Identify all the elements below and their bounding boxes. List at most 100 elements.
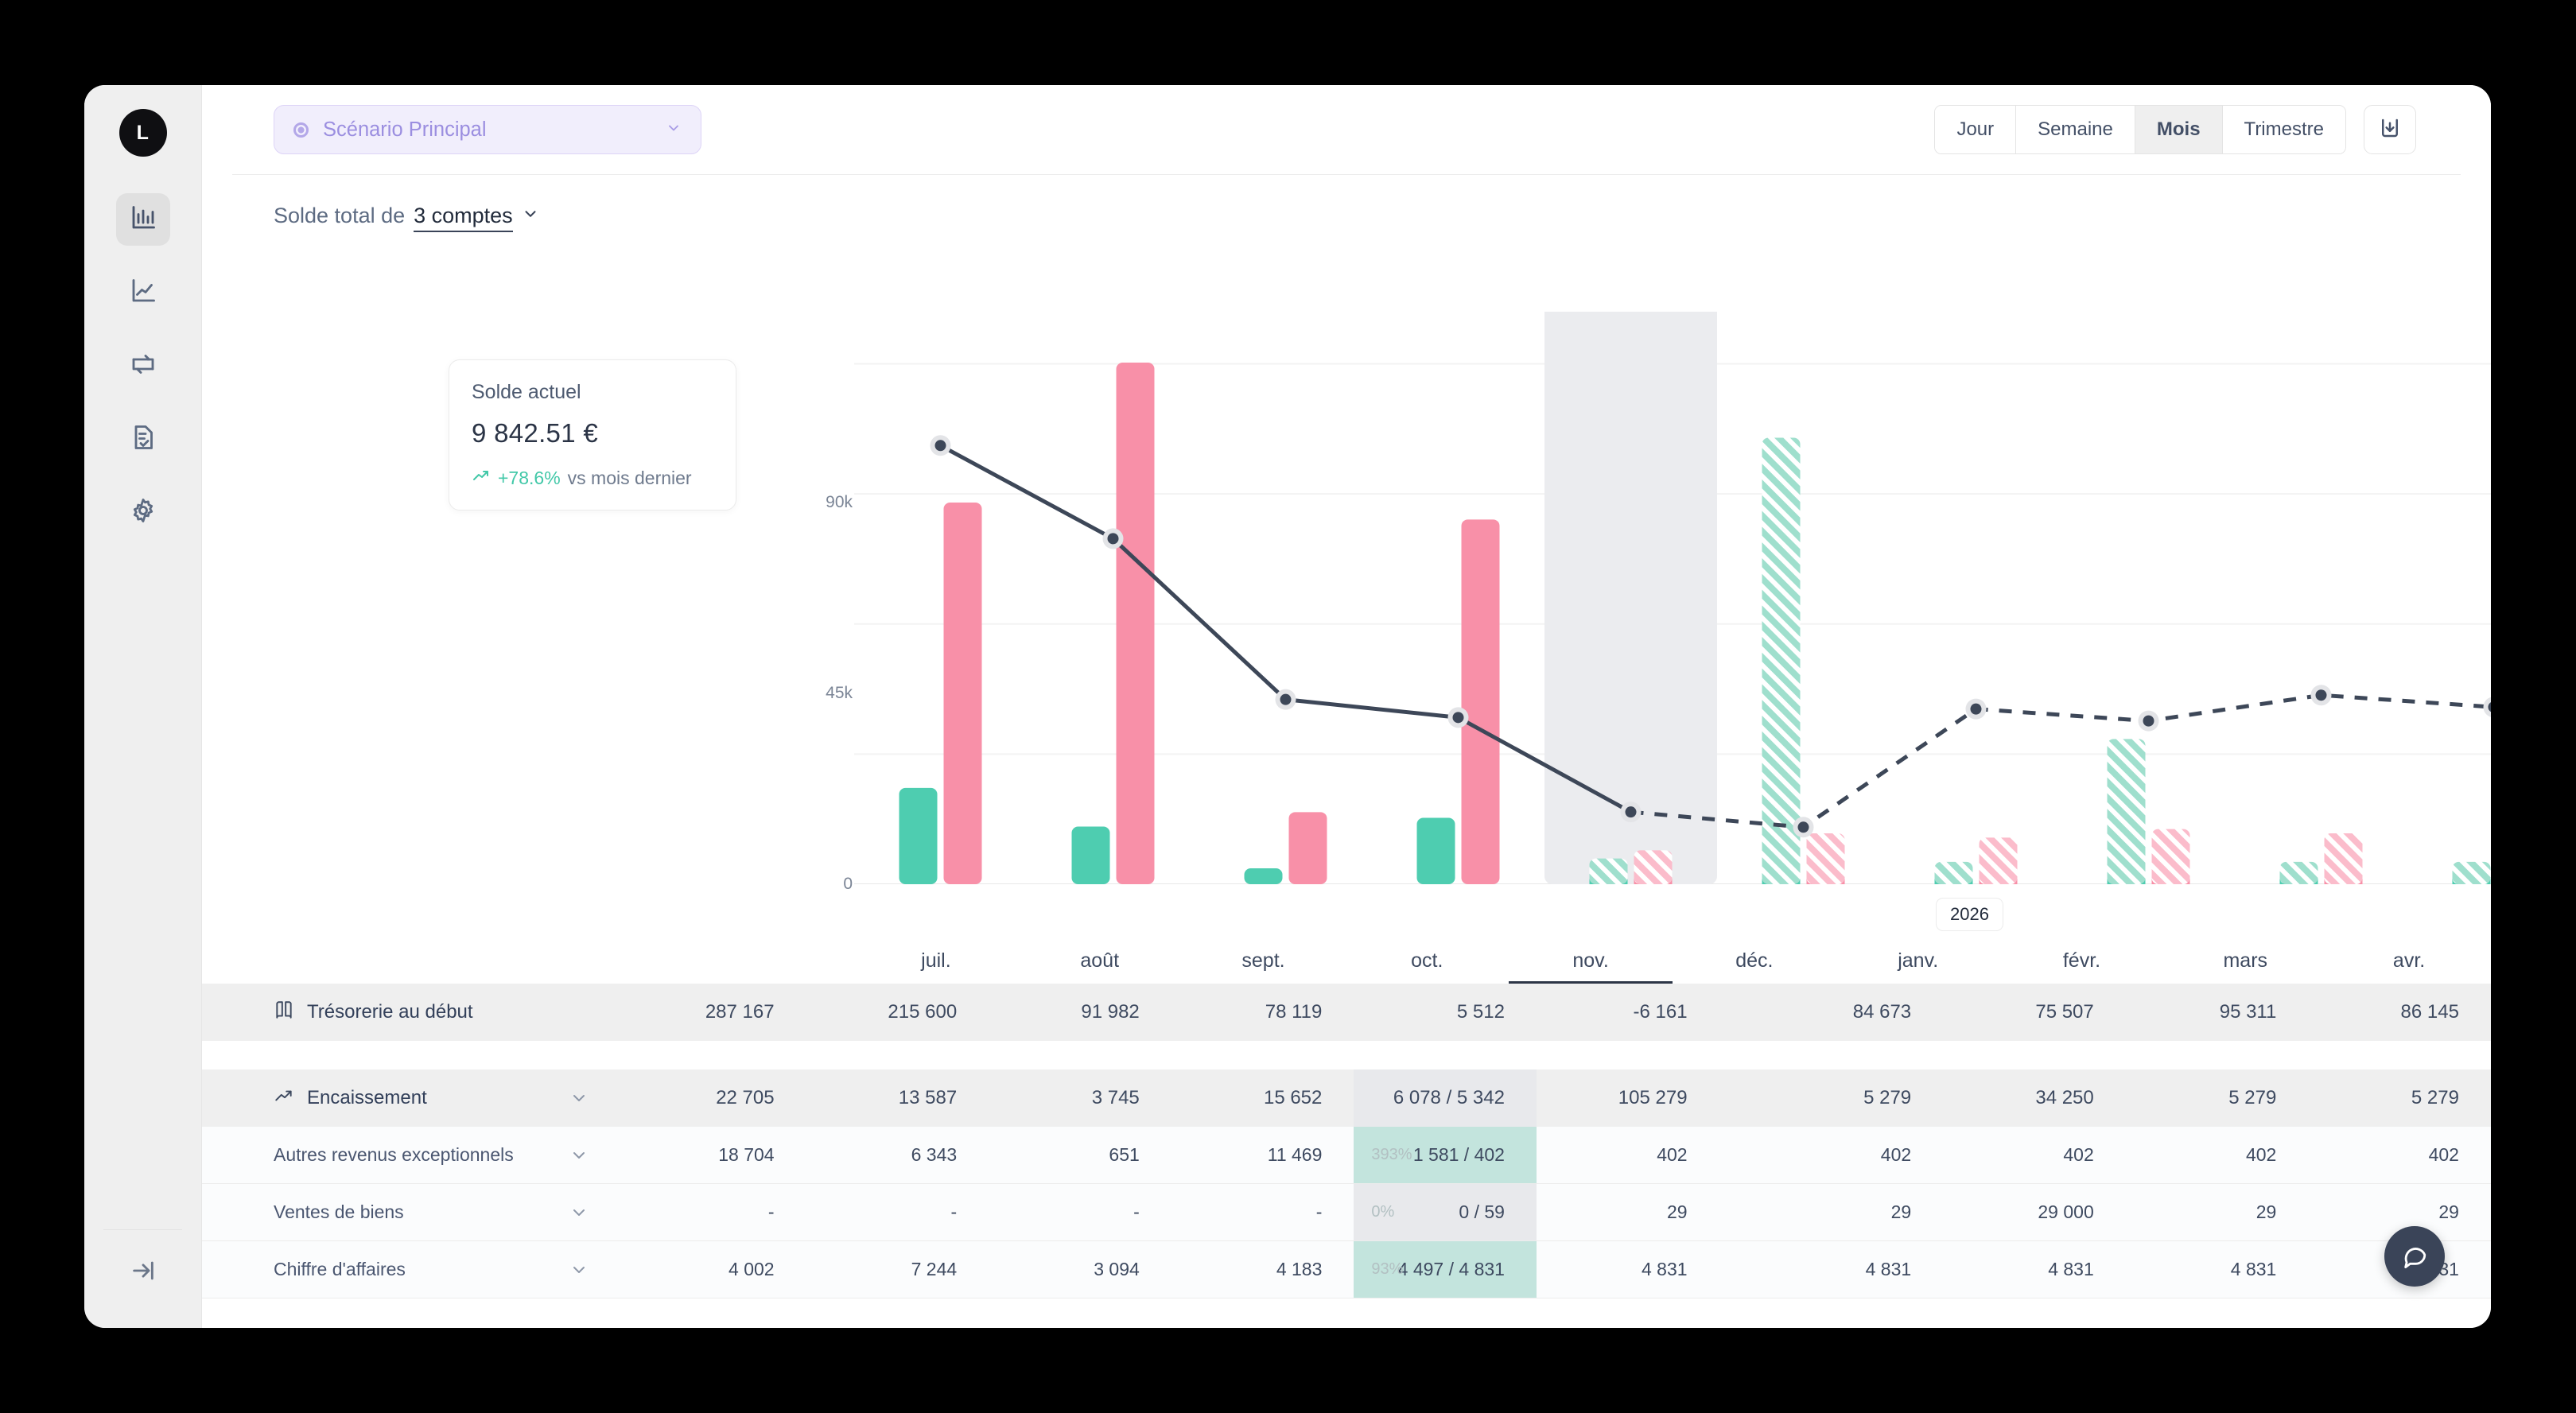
line-point-0[interactable] [934,440,946,452]
tab-jour[interactable]: Jour [1935,106,2017,153]
table-cell[interactable]: 287 167 [624,984,806,1041]
table-cell[interactable]: 4 183 [1171,1241,1354,1298]
table-cell[interactable]: 5 512 [1354,984,1537,1041]
table-cell[interactable]: 105 279 [1537,1069,1719,1127]
line-point-4[interactable] [1625,806,1637,818]
table-cell[interactable]: 7 244 [806,1241,989,1298]
table-cell[interactable]: 402 [1761,1127,1944,1183]
line-point-1[interactable] [1107,533,1119,545]
table-cell[interactable]: 402 [1943,1127,2126,1183]
month-column-0[interactable]: juil. [854,928,1018,984]
bar-decaissement-8[interactable] [2324,833,2363,884]
table-cell[interactable]: 29 [2308,1184,2491,1240]
bar-encaissement-9[interactable] [2452,861,2491,884]
table-cell[interactable]: 29 000 [1943,1184,2126,1240]
bar-decaissement-4[interactable] [1634,850,1673,884]
table-cell[interactable]: 402 [2126,1127,2309,1183]
table-cell[interactable]: 22 705 [624,1069,806,1127]
sidebar-item-transactions[interactable] [116,340,170,392]
table-cell[interactable]: 4 831 [1761,1241,1944,1298]
table-cell[interactable]: 4 002 [624,1241,806,1298]
bar-encaissement-3[interactable] [1416,817,1455,884]
table-cell[interactable]: 5 279 [2308,1069,2491,1127]
sidebar-item-settings[interactable] [116,486,170,538]
accounts-selector[interactable]: 3 comptes [414,204,513,232]
table-row[interactable]: Chiffre d'affaires 4 002 7 244 3 094 4 183 93… [202,1241,2491,1298]
bar-decaissement-2[interactable] [1288,812,1327,884]
table-row[interactable]: Ventes de biens - - - - 0% 0 / 59 29 29 29 000 29 2… [202,1184,2491,1241]
month-column-8[interactable]: mars [2163,928,2327,984]
table-cell[interactable]: 18 704 [624,1127,806,1183]
table-cell[interactable]: 95 311 [2126,984,2309,1041]
bar-encaissement-7[interactable] [2107,739,2146,884]
table-cell[interactable]: 84 673 [1761,984,1944,1041]
table-cell[interactable]: 86 145 [2308,984,2491,1041]
tab-semaine[interactable]: Semaine [2016,106,2135,153]
table-cell[interactable]: - [1171,1184,1354,1240]
table-cell[interactable]: 11 469 [1171,1127,1354,1183]
table-cell[interactable]: 651 [989,1127,1171,1183]
table-row-encaissement[interactable]: Encaissement 22 705 13 587 3 745 15 652 6 07… [202,1069,2491,1127]
month-column-7[interactable]: févr. [2000,928,2164,984]
table-cell[interactable]: 5 279 [1761,1069,1944,1127]
table-cell[interactable]: 29 [1761,1184,1944,1240]
table-cell[interactable]: 91 982 [989,984,1171,1041]
table-cell[interactable]: 215 600 [806,984,989,1041]
avatar[interactable]: L [119,109,167,157]
table-cell[interactable]: 6 078 / 5 342 [1354,1069,1537,1127]
bar-encaissement-1[interactable] [1071,826,1110,884]
bar-encaissement-8[interactable] [2279,861,2318,884]
month-column-3[interactable]: oct. [1345,928,1509,984]
bar-encaissement-6[interactable] [1934,861,1973,884]
table-cell[interactable]: 6 343 [806,1127,989,1183]
table-cell[interactable]: 3 745 [989,1069,1171,1127]
table-cell[interactable]: 13 587 [806,1069,989,1127]
table-cell[interactable]: 3 094 [989,1241,1171,1298]
export-button[interactable] [2364,105,2416,154]
table-cell[interactable]: 4 831 [2126,1241,2309,1298]
table-cell[interactable]: 4 831 [1537,1241,1719,1298]
month-column-5[interactable]: déc. [1673,928,1836,984]
bar-decaissement-7[interactable] [2151,829,2190,884]
sidebar-item-analytics[interactable] [116,266,170,319]
bar-encaissement-2[interactable] [1244,868,1283,884]
table-cell[interactable]: - [806,1184,989,1240]
bar-decaissement-5[interactable] [1806,833,1845,884]
bar-decaissement-0[interactable] [943,503,982,884]
table-cell[interactable]: 4 831 [1943,1241,2126,1298]
table-cell[interactable]: 402 [2308,1127,2491,1183]
table-cell[interactable]: - [624,1184,806,1240]
line-point-6[interactable] [1970,703,1982,715]
line-point-9[interactable] [2488,701,2492,712]
bar-encaissement-5[interactable] [1762,437,1801,884]
bar-decaissement-1[interactable] [1116,363,1155,884]
table-cell[interactable]: 15 652 [1171,1069,1354,1127]
bar-encaissement-0[interactable] [899,787,938,884]
table-cell[interactable]: 5 279 [2126,1069,2309,1127]
line-point-3[interactable] [1452,712,1464,724]
table-cell[interactable]: 34 250 [1943,1069,2126,1127]
tab-trimestre[interactable]: Trimestre [2222,106,2345,153]
line-point-8[interactable] [2315,689,2327,701]
table-cell[interactable]: 0% 0 / 59 [1354,1184,1537,1240]
sidebar-item-reports[interactable] [116,413,170,465]
line-point-2[interactable] [1280,693,1292,705]
table-cell[interactable]: 393% 1 581 / 402 [1354,1127,1537,1183]
chevron-down-icon[interactable] [522,204,539,228]
table-cell[interactable]: 78 119 [1171,984,1354,1041]
table-row-treasury[interactable]: Trésorerie au début 287 167 215 600 91 982… [202,984,2491,1041]
chat-support-button[interactable] [2384,1226,2445,1287]
table-row[interactable]: Autres revenus exceptionnels 18 704 6 343 6… [202,1127,2491,1184]
table-cell[interactable]: 75 507 [1943,984,2126,1041]
table-cell[interactable]: 29 [1537,1184,1719,1240]
tab-mois[interactable]: Mois [2135,106,2223,153]
line-point-5[interactable] [1797,821,1809,833]
month-column-2[interactable]: sept. [1182,928,1346,984]
bar-encaissement-4[interactable] [1589,858,1628,884]
line-point-7[interactable] [2143,715,2154,727]
sidebar-collapse-button[interactable] [103,1229,182,1288]
table-cell[interactable]: 93% 4 497 / 4 831 [1354,1241,1537,1298]
month-column-6[interactable]: janv. [1836,928,2000,984]
month-column-1[interactable]: août [1018,928,1182,984]
month-column-9[interactable]: avr. [2327,928,2491,984]
